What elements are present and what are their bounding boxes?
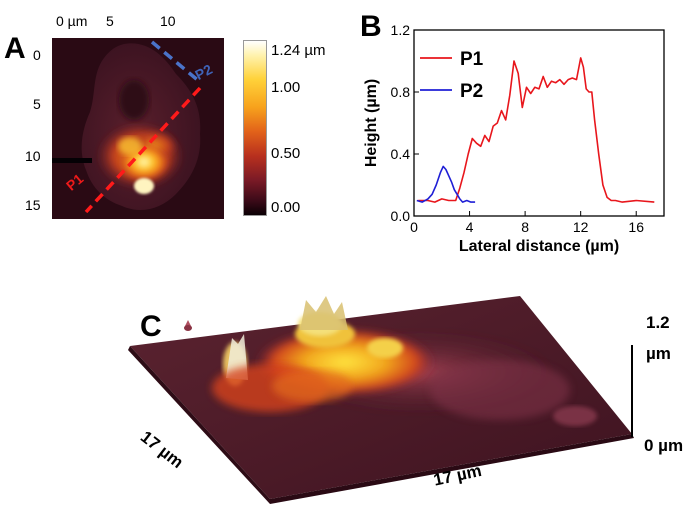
x-tick-label: 8 [521, 219, 529, 235]
plot-frame [413, 29, 665, 217]
y-tick-label: 0.4 [391, 146, 411, 162]
panel-a-y-tick-10: 10 [25, 148, 41, 164]
panel-a-y-tick-0: 0 [33, 47, 41, 63]
colorbar-tick-05: 0.50 [271, 145, 301, 162]
y-tick-label: 1.2 [391, 22, 411, 38]
afm-3d-surface [128, 296, 634, 504]
x-tick-label: 0 [410, 219, 418, 235]
legend-label-p2: P2 [460, 81, 483, 102]
panel-a-y-tick-5: 5 [33, 96, 41, 112]
height-profile-chart: 0 4 8 12 16 0.0 0.4 0.8 1.2 Lateral distance (µm)… [363, 22, 665, 255]
panel-a-y-tick-15: 15 [25, 197, 41, 213]
series-line-p2 [416, 165, 476, 203]
z-axis-line [631, 345, 633, 437]
panel-a-x-tick-10: 10 [160, 13, 176, 29]
z-axis-top-unit: µm [646, 344, 671, 363]
panel-a-x-tick-0: 0 µm [56, 13, 88, 29]
panel-a-letter: A [4, 32, 26, 65]
panel-c-letter: C [140, 310, 162, 343]
legend-label-p1: P1 [460, 49, 484, 70]
height-colorbar [243, 40, 267, 216]
x-axis-label: Lateral distance (µm) [459, 238, 619, 255]
z-axis-top-value: 1.2 [646, 313, 670, 332]
y-axis-label: Height (µm) [363, 79, 380, 167]
colorbar-tick-max: 1.24 µm [271, 42, 326, 59]
series-line-p1 [418, 57, 655, 203]
y-tick-label: 0.8 [391, 84, 411, 100]
panel-b-letter: B [360, 10, 382, 43]
x-tick-label: 16 [628, 219, 644, 235]
panel-a-x-tick-5: 5 [106, 13, 114, 29]
y-tick-label: 0.0 [391, 208, 411, 224]
z-axis-bottom-value: 0 µm [644, 436, 684, 455]
colorbar-tick-1: 1.00 [271, 79, 301, 96]
afm-height-map [52, 38, 224, 219]
x-tick-label: 4 [466, 219, 474, 235]
colorbar-tick-0: 0.00 [271, 199, 301, 216]
x-tick-label: 12 [573, 219, 589, 235]
